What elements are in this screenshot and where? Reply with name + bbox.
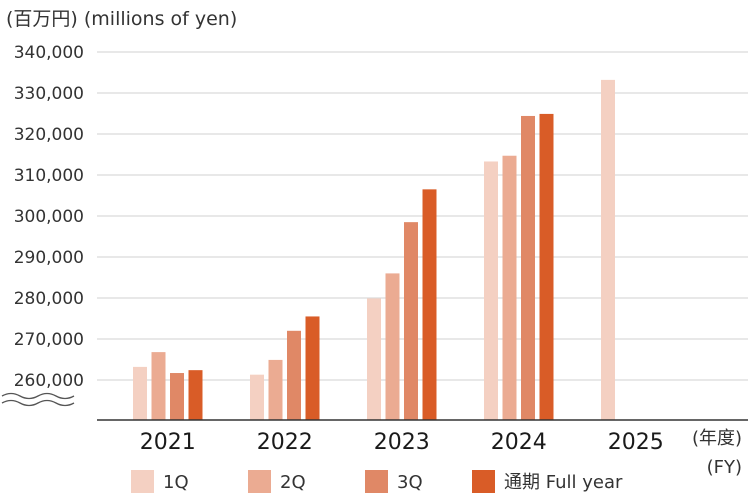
bar-2023-2 [385,273,400,420]
unit-label: (百万円) (millions of yen) [6,8,238,30]
y-tick-label: 290,000 [14,248,84,268]
legend: 1Q 2Q 3Q 通期 Full year [131,470,623,493]
y-tick-label: 270,000 [14,330,84,350]
y-tick-label: 320,000 [14,125,84,145]
legend-swatch [248,470,271,493]
y-tick-label: 310,000 [14,166,84,186]
y-tick-label: 280,000 [14,289,84,309]
x-category-label: 2021 [140,430,196,455]
bar-2024-1 [484,161,498,420]
bar-2022-2 [268,359,283,420]
y-tick-label: 260,000 [14,371,84,391]
bars [133,79,615,421]
axis-break-mark [1,392,75,400]
legend-swatch [472,470,495,493]
y-tick-label: 340,000 [14,43,84,63]
bar-2021-4 [188,370,203,420]
bar-2024-3 [521,115,535,421]
bar-2024-2 [502,155,517,421]
x-category-label: 2024 [491,430,547,455]
bar-2024-4 [539,113,554,420]
bar-2021-1 [133,366,147,420]
legend-label: 3Q [397,472,423,493]
x-category-label: 2023 [374,430,430,455]
bar-2023-3 [404,222,418,420]
legend-label: 1Q [163,472,189,493]
x-category-label: 2022 [257,430,313,455]
x-unit-label-ja: (年度) [692,428,742,449]
bar-2021-2 [151,352,166,420]
x-category-label: 2025 [608,430,664,455]
bar-2021-3 [170,373,184,420]
legend-swatch [365,470,388,493]
bar-2025-1 [601,79,615,420]
bar-2023-1 [367,298,381,420]
bar-2022-3 [287,330,301,420]
bar-2022-4 [305,316,320,420]
x-unit-label-en: (FY) [707,457,742,478]
legend-label: 2Q [280,472,306,493]
bar-2022-1 [250,374,264,420]
y-axis-tick-labels: 260,000 270,000 280,000 290,000 300,000 310,0… [14,43,84,391]
axis-break-mark [1,399,75,407]
legend-swatch [131,470,154,493]
bar-2023-4 [422,189,437,420]
y-tick-label: 300,000 [14,207,84,227]
y-tick-label: 330,000 [14,84,84,104]
x-axis-category-labels: 2021 2022 2023 2024 2025 [140,430,664,455]
legend-label: 通期 Full year [504,472,623,493]
